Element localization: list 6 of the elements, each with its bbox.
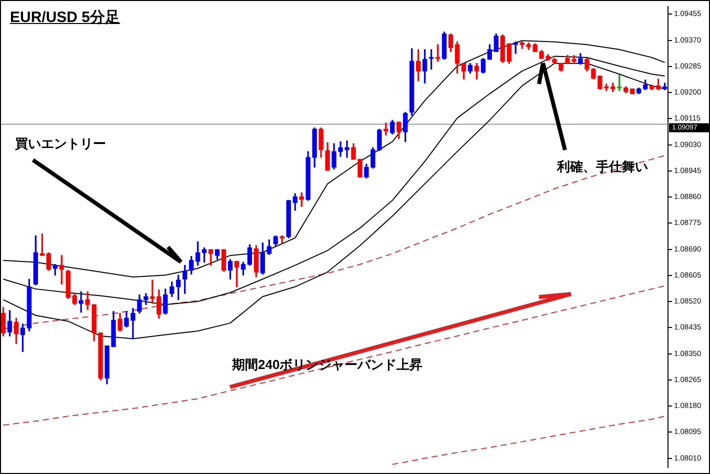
candlestick	[299, 192, 304, 207]
line-series	[2, 285, 666, 426]
chart-title: EUR/USD 5分足	[10, 8, 120, 27]
line-series	[392, 416, 666, 465]
candlestick	[78, 291, 84, 313]
annotation: 買いエントリー	[15, 135, 106, 153]
